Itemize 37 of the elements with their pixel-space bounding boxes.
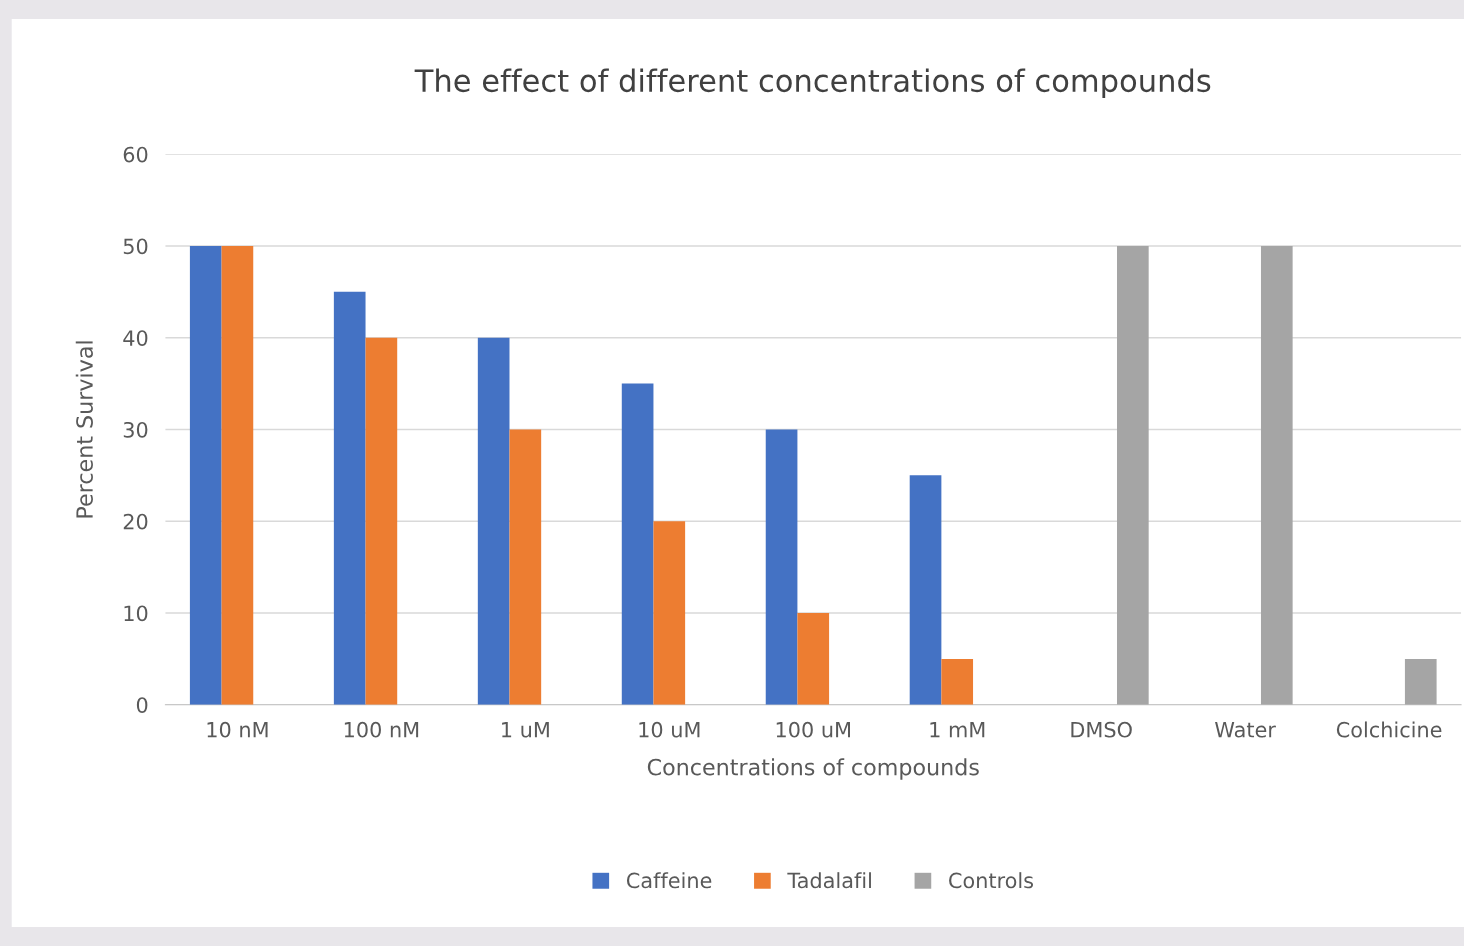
bar: [621, 383, 654, 705]
legend-label: Tadalafil: [787, 872, 871, 889]
legend-label: Caffeine: [626, 872, 712, 889]
bar: [221, 245, 254, 705]
x-tick-label: 10 uM: [639, 721, 700, 738]
y-tick-label: 50: [123, 238, 148, 255]
x-tick-label: Colchicine: [1336, 721, 1442, 738]
bar: [365, 337, 398, 705]
bar: [189, 245, 222, 705]
x-tick-label: 1 mM: [930, 722, 985, 738]
x-tick-label: DMSO: [1071, 721, 1132, 738]
x-axis-title: Concentrations of compounds: [647, 758, 979, 780]
bar: [765, 429, 798, 705]
bar: [333, 291, 366, 705]
x-tick-label: 100 nM: [344, 721, 419, 738]
legend-label: Controls: [949, 872, 1034, 889]
bar: [941, 658, 974, 705]
bar: [1404, 658, 1437, 705]
y-axis-title: Percent Survival: [75, 341, 93, 518]
y-tick-label: 0: [136, 697, 148, 713]
bar: [509, 429, 542, 705]
y-tick-label: 30: [123, 421, 148, 438]
bar: [477, 337, 510, 705]
y-tick-label: 60: [123, 146, 148, 163]
x-tick-label: 100 uM: [776, 721, 850, 738]
y-tick-label: 40: [123, 330, 148, 346]
bar: [909, 475, 942, 705]
bar: [797, 613, 830, 705]
x-tick-label: 10 nM: [207, 721, 268, 738]
x-tick-label: Water: [1215, 722, 1276, 738]
x-tick-label: 1 uM: [502, 722, 549, 738]
chart-title: The effect of different concentrations of compounds: [414, 68, 1211, 99]
bar: [653, 521, 686, 705]
y-tick-label: 20: [123, 513, 148, 530]
bar: [1260, 245, 1293, 705]
bar: [1117, 245, 1149, 705]
y-tick-label: 10: [124, 605, 148, 622]
